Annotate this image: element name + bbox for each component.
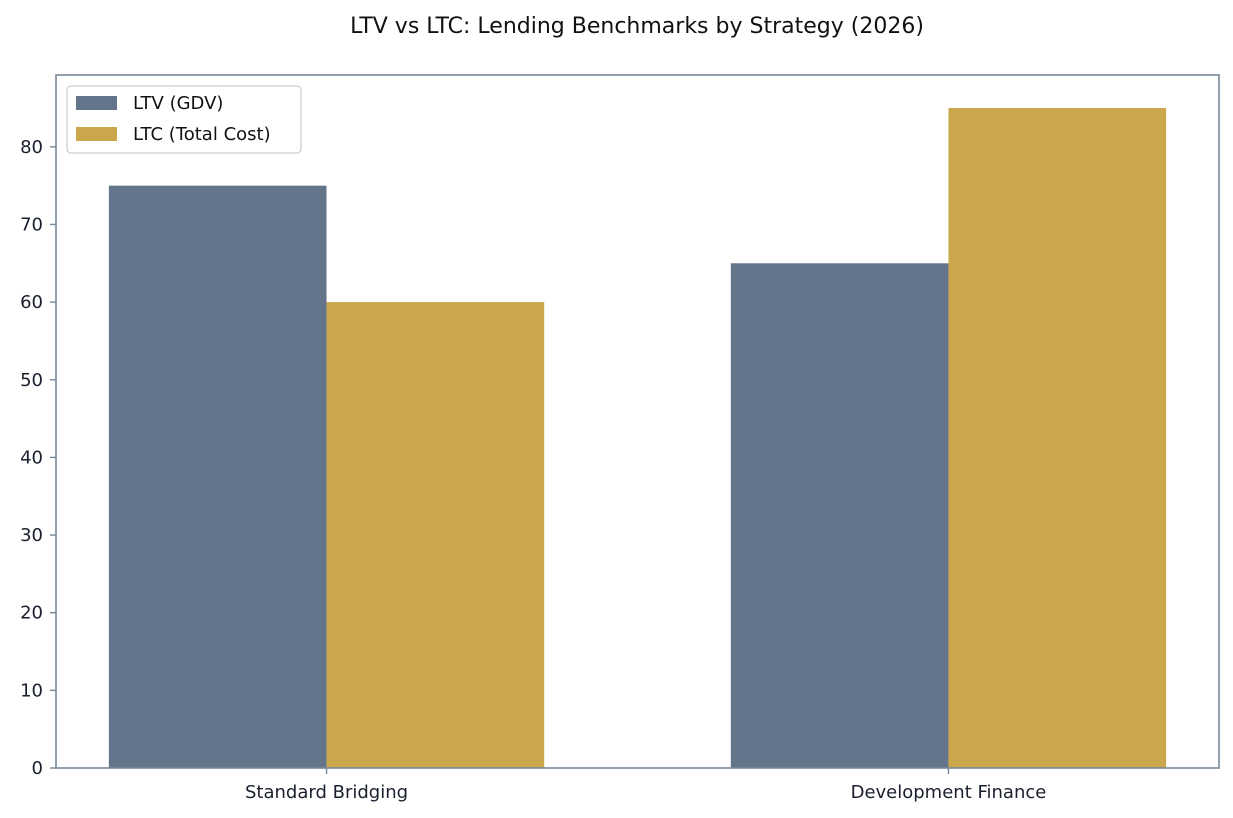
ticks-layer: 0 10 20 30 40 50 60 70 80 Standard Bridging Develo…	[20, 137, 1046, 803]
axes-layer	[55, 74, 1220, 769]
x-tick-label: Standard Bridging	[245, 782, 408, 803]
legend-swatch	[76, 96, 117, 110]
bar-ltv-gdv--standard-bridging	[108, 185, 327, 768]
y-tick-label: 10	[20, 680, 43, 701]
legend-label: LTV (GDV)	[133, 93, 223, 114]
chart-title: LTV vs LTC: Lending Benchmarks by Strate…	[350, 14, 924, 39]
y-tick-label: 60	[20, 292, 43, 313]
y-tick-label: 50	[20, 370, 43, 391]
legend: LTV (GDV) LTC (Total Cost)	[66, 85, 302, 154]
legend-box	[66, 85, 302, 154]
y-tick-label: 40	[20, 447, 43, 468]
legend-label: LTC (Total Cost)	[133, 124, 271, 145]
y-tick-label: 70	[20, 214, 43, 235]
x-tick-label: Development Finance	[851, 782, 1047, 803]
y-tick-label: 30	[20, 525, 43, 546]
y-tick-label: 80	[20, 137, 43, 158]
bars-layer	[108, 108, 1167, 768]
plot-frame	[55, 74, 1220, 769]
y-tick-label: 0	[32, 758, 43, 779]
legend-swatch	[76, 127, 117, 141]
y-tick-label: 20	[20, 603, 43, 624]
bar-ltc-total-cost--standard-bridging	[326, 302, 545, 768]
bar-ltv-gdv--development-finance	[730, 263, 949, 768]
bar-ltc-total-cost--development-finance	[948, 108, 1167, 768]
